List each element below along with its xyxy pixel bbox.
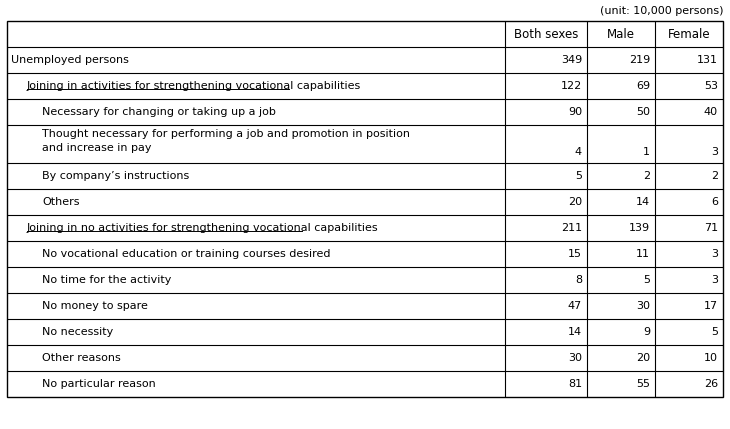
Text: No vocational education or training courses desired: No vocational education or training cour… (42, 249, 331, 259)
Text: 349: 349 (561, 55, 582, 65)
Text: 5: 5 (711, 327, 718, 337)
Text: 30: 30 (568, 353, 582, 363)
Text: By company’s instructions: By company’s instructions (42, 171, 189, 181)
Text: 139: 139 (629, 223, 650, 233)
Text: 14: 14 (636, 197, 650, 207)
Text: 122: 122 (561, 81, 582, 91)
Text: 47: 47 (568, 301, 582, 311)
Text: 9: 9 (643, 327, 650, 337)
Text: 5: 5 (643, 275, 650, 285)
Text: Unemployed persons: Unemployed persons (11, 55, 129, 65)
Text: (unit: 10,000 persons): (unit: 10,000 persons) (599, 6, 723, 16)
Text: No time for the activity: No time for the activity (42, 275, 172, 285)
Text: 10: 10 (704, 353, 718, 363)
Text: No necessity: No necessity (42, 327, 113, 337)
Text: 53: 53 (704, 81, 718, 91)
Text: Necessary for changing or taking up a job: Necessary for changing or taking up a jo… (42, 107, 276, 117)
Text: 4: 4 (575, 147, 582, 157)
Text: 8: 8 (575, 275, 582, 285)
Text: No particular reason: No particular reason (42, 379, 155, 389)
Text: 55: 55 (636, 379, 650, 389)
Text: 1: 1 (643, 147, 650, 157)
Text: 2: 2 (711, 171, 718, 181)
Text: 30: 30 (636, 301, 650, 311)
Text: 14: 14 (568, 327, 582, 337)
Text: 3: 3 (711, 147, 718, 157)
Text: 90: 90 (568, 107, 582, 117)
Text: Joining in no activities for strengthening vocational capabilities: Joining in no activities for strengtheni… (27, 223, 379, 233)
Text: 15: 15 (568, 249, 582, 259)
Text: Both sexes: Both sexes (514, 27, 578, 40)
Text: 5: 5 (575, 171, 582, 181)
Text: 17: 17 (704, 301, 718, 311)
Text: 20: 20 (568, 197, 582, 207)
Text: 26: 26 (704, 379, 718, 389)
Text: 6: 6 (711, 197, 718, 207)
Text: 69: 69 (636, 81, 650, 91)
Text: Other reasons: Other reasons (42, 353, 120, 363)
Text: Joining in activities for strengthening vocational capabilities: Joining in activities for strengthening … (27, 81, 361, 91)
Text: Female: Female (668, 27, 710, 40)
Text: No money to spare: No money to spare (42, 301, 148, 311)
Text: 11: 11 (636, 249, 650, 259)
Text: 219: 219 (629, 55, 650, 65)
Text: 2: 2 (643, 171, 650, 181)
Text: 3: 3 (711, 275, 718, 285)
Text: 20: 20 (636, 353, 650, 363)
Text: 50: 50 (636, 107, 650, 117)
Text: 81: 81 (568, 379, 582, 389)
Text: 211: 211 (561, 223, 582, 233)
Text: 131: 131 (697, 55, 718, 65)
Bar (7, 21, 723, 397)
Text: Male: Male (607, 27, 635, 40)
Text: Others: Others (42, 197, 80, 207)
Text: 3: 3 (711, 249, 718, 259)
Text: 40: 40 (704, 107, 718, 117)
Text: Thought necessary for performing a job and promotion in position
and increase in: Thought necessary for performing a job a… (42, 129, 410, 153)
Text: 71: 71 (704, 223, 718, 233)
